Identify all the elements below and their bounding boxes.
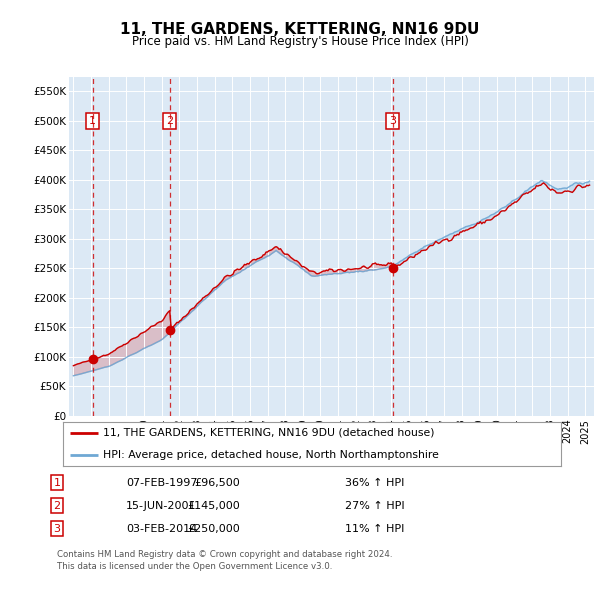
Text: This data is licensed under the Open Government Licence v3.0.: This data is licensed under the Open Gov… [57,562,332,571]
Text: HPI: Average price, detached house, North Northamptonshire: HPI: Average price, detached house, Nort… [103,450,439,460]
Text: 2: 2 [53,501,61,510]
Text: 2: 2 [166,116,173,126]
Text: 03-FEB-2014: 03-FEB-2014 [126,524,197,533]
Text: £96,500: £96,500 [194,478,240,487]
Text: 3: 3 [389,116,396,126]
Text: 07-FEB-1997: 07-FEB-1997 [126,478,197,487]
Text: £250,000: £250,000 [187,524,240,533]
Text: Price paid vs. HM Land Registry's House Price Index (HPI): Price paid vs. HM Land Registry's House … [131,35,469,48]
Text: 11, THE GARDENS, KETTERING, NN16 9DU (detached house): 11, THE GARDENS, KETTERING, NN16 9DU (de… [103,428,434,438]
Text: 11% ↑ HPI: 11% ↑ HPI [345,524,404,533]
Text: 36% ↑ HPI: 36% ↑ HPI [345,478,404,487]
Text: Contains HM Land Registry data © Crown copyright and database right 2024.: Contains HM Land Registry data © Crown c… [57,550,392,559]
Text: 3: 3 [53,524,61,533]
Text: 11, THE GARDENS, KETTERING, NN16 9DU: 11, THE GARDENS, KETTERING, NN16 9DU [121,22,479,37]
Text: 1: 1 [89,116,97,126]
Text: 27% ↑ HPI: 27% ↑ HPI [345,501,404,510]
Text: 15-JUN-2001: 15-JUN-2001 [126,501,197,510]
Text: £145,000: £145,000 [187,501,240,510]
Text: 1: 1 [53,478,61,487]
